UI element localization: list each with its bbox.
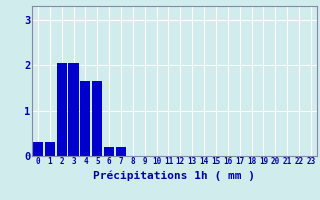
Bar: [104, 147, 114, 156]
Bar: [68, 63, 79, 156]
X-axis label: Précipitations 1h ( mm ): Précipitations 1h ( mm ): [93, 171, 255, 181]
Bar: [116, 147, 126, 156]
Bar: [45, 142, 55, 156]
Bar: [33, 142, 43, 156]
Bar: [57, 63, 67, 156]
Bar: [80, 81, 91, 156]
Bar: [92, 81, 102, 156]
